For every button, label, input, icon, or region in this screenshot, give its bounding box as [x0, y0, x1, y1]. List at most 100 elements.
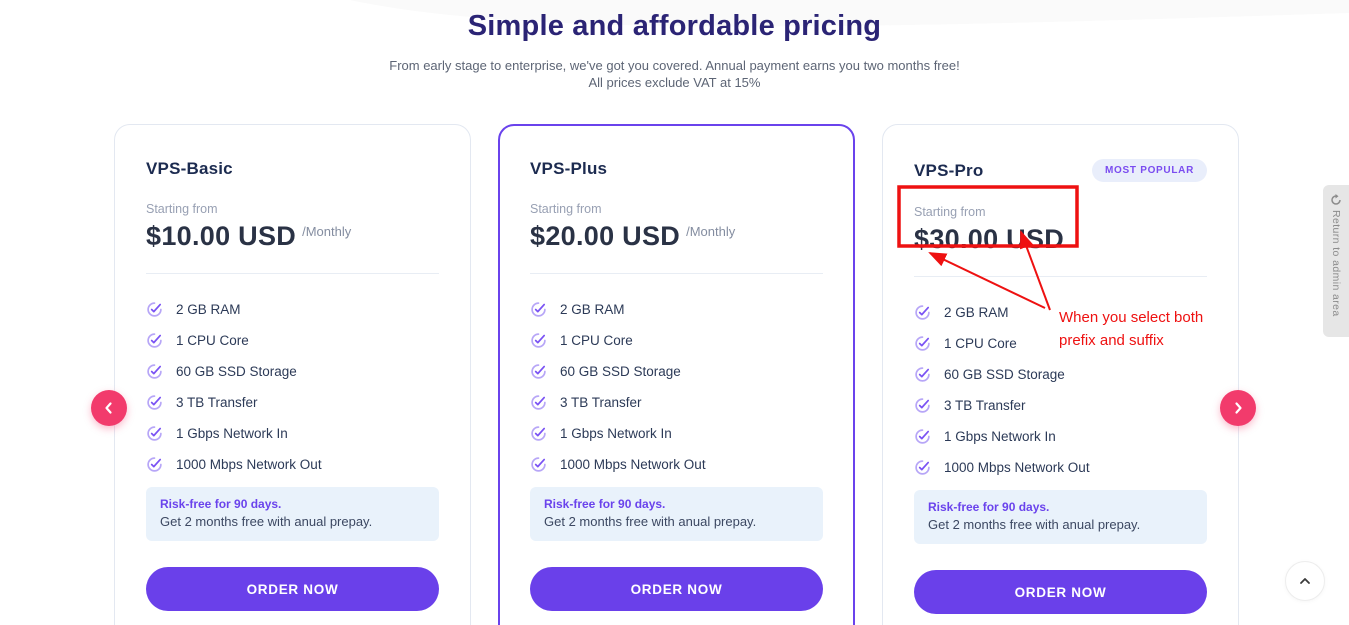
order-now-button-basic[interactable]: ORDER NOW: [146, 567, 439, 611]
check-circle-icon: [914, 397, 931, 414]
page-subtitle: From early stage to enterprise, we've go…: [389, 58, 960, 73]
feature-label: 3 TB Transfer: [944, 398, 1026, 413]
plan-price: $10.00 USD: [146, 221, 297, 251]
plan-name: VPS-Plus: [530, 159, 608, 178]
chevron-left-icon: [105, 402, 112, 414]
order-now-button-pro[interactable]: ORDER NOW: [914, 570, 1207, 614]
feature-item: 3 TB Transfer: [530, 394, 823, 411]
feature-item: 1 Gbps Network In: [530, 425, 823, 442]
feature-label: 1000 Mbps Network Out: [176, 457, 322, 472]
check-circle-icon: [530, 332, 547, 349]
check-circle-icon: [146, 363, 163, 380]
check-circle-icon: [146, 301, 163, 318]
feature-item: 1 CPU Core: [530, 332, 823, 349]
feature-item: 1 CPU Core: [146, 332, 439, 349]
annotation-line-2: prefix and suffix: [1059, 332, 1164, 349]
check-circle-icon: [146, 425, 163, 442]
refresh-icon: [1331, 194, 1341, 205]
return-to-admin-tab[interactable]: Return to admin area: [1323, 185, 1349, 337]
starting-from-label: Starting from: [914, 205, 986, 219]
check-circle-icon: [146, 394, 163, 411]
risk-free-title: Risk-free for 90 days.: [544, 497, 666, 511]
check-circle-icon: [146, 456, 163, 473]
plan-price: $30.00 USD: [914, 224, 1065, 254]
feature-label: 1 Gbps Network In: [560, 426, 672, 441]
chevron-up-icon: [1300, 578, 1310, 584]
risk-free-body: Get 2 months free with anual prepay.: [544, 514, 757, 529]
feature-item: 3 TB Transfer: [914, 397, 1207, 414]
feature-label: 2 GB RAM: [560, 302, 625, 317]
feature-item: 60 GB SSD Storage: [914, 366, 1207, 383]
feature-label: 3 TB Transfer: [560, 395, 642, 410]
risk-free-body: Get 2 months free with anual prepay.: [928, 517, 1141, 532]
plan-card-basic: VPS-Basic Starting from $10.00 USD /Mont…: [114, 124, 471, 625]
check-circle-icon: [530, 425, 547, 442]
feature-item: 3 TB Transfer: [146, 394, 439, 411]
plan-name: VPS-Pro: [914, 160, 984, 180]
feature-label: 60 GB SSD Storage: [560, 364, 681, 379]
check-circle-icon: [530, 456, 547, 473]
feature-label: 1000 Mbps Network Out: [944, 460, 1090, 475]
check-circle-icon: [530, 301, 547, 318]
page-title: Simple and affordable pricing: [467, 10, 882, 42]
risk-free-box: Risk-free for 90 days. Get 2 months free…: [146, 487, 439, 541]
check-circle-icon: [914, 428, 931, 445]
plan-card-pro: VPS-Pro MOST POPULAR Starting from $30.0…: [882, 124, 1239, 625]
feature-label: 1 CPU Core: [560, 333, 633, 348]
check-circle-icon: [914, 335, 931, 352]
feature-label: 3 TB Transfer: [176, 395, 258, 410]
feature-item: 2 GB RAM: [530, 301, 823, 318]
feature-item: 1000 Mbps Network Out: [914, 459, 1207, 476]
divider: [530, 273, 823, 274]
risk-free-box: Risk-free for 90 days. Get 2 months free…: [914, 490, 1207, 544]
check-circle-icon: [914, 304, 931, 321]
feature-list: 2 GB RAM 1 CPU Core 60 GB SSD Storage 3 …: [530, 301, 823, 473]
check-circle-icon: [914, 459, 931, 476]
check-circle-icon: [914, 366, 931, 383]
return-tab-label: Return to admin area: [1330, 210, 1342, 317]
starting-from-label: Starting from: [146, 202, 218, 216]
feature-item: 2 GB RAM: [146, 301, 439, 318]
plan-name: VPS-Basic: [146, 159, 233, 178]
most-popular-badge: MOST POPULAR: [1092, 159, 1207, 182]
plan-card-plus: VPS-Plus Starting from $20.00 USD /Month…: [498, 124, 855, 625]
feature-label: 1 Gbps Network In: [944, 429, 1056, 444]
chevron-right-icon: [1235, 402, 1242, 414]
feature-label: 1 Gbps Network In: [176, 426, 288, 441]
feature-label: 2 GB RAM: [944, 305, 1009, 320]
feature-label: 1 CPU Core: [944, 336, 1017, 351]
check-circle-icon: [530, 394, 547, 411]
risk-free-body: Get 2 months free with anual prepay.: [160, 514, 373, 529]
annotation-note: When you select both prefix and suffix: [1059, 306, 1203, 352]
order-now-button-plus[interactable]: ORDER NOW: [530, 567, 823, 611]
feature-item: 1000 Mbps Network Out: [530, 456, 823, 473]
carousel-prev-button[interactable]: [91, 390, 127, 426]
risk-free-box: Risk-free for 90 days. Get 2 months free…: [530, 487, 823, 541]
feature-label: 2 GB RAM: [176, 302, 241, 317]
risk-free-title: Risk-free for 90 days.: [160, 497, 282, 511]
vat-note: All prices exclude VAT at 15%: [588, 75, 761, 90]
check-circle-icon: [146, 332, 163, 349]
carousel-next-button[interactable]: [1220, 390, 1256, 426]
starting-from-label: Starting from: [530, 202, 602, 216]
divider: [914, 276, 1207, 277]
plan-price: $20.00 USD: [530, 221, 681, 251]
feature-item: 1000 Mbps Network Out: [146, 456, 439, 473]
plan-period: /Monthly: [686, 224, 736, 239]
risk-free-title: Risk-free for 90 days.: [928, 500, 1050, 514]
feature-label: 1000 Mbps Network Out: [560, 457, 706, 472]
feature-item: 1 Gbps Network In: [914, 428, 1207, 445]
feature-item: 60 GB SSD Storage: [146, 363, 439, 380]
feature-label: 60 GB SSD Storage: [176, 364, 297, 379]
feature-item: 1 Gbps Network In: [146, 425, 439, 442]
feature-item: 1 CPU Core: [914, 335, 1207, 352]
annotation-line-1: When you select both: [1059, 309, 1204, 326]
check-circle-icon: [530, 363, 547, 380]
plan-period: /Monthly: [302, 224, 352, 239]
pricing-header: Simple and affordable pricing From early…: [0, 10, 1349, 91]
feature-label: 1 CPU Core: [176, 333, 249, 348]
scroll-to-top-button[interactable]: [1285, 561, 1325, 601]
feature-list: 2 GB RAM 1 CPU Core 60 GB SSD Storage 3 …: [146, 301, 439, 473]
feature-label: 60 GB SSD Storage: [944, 367, 1065, 382]
